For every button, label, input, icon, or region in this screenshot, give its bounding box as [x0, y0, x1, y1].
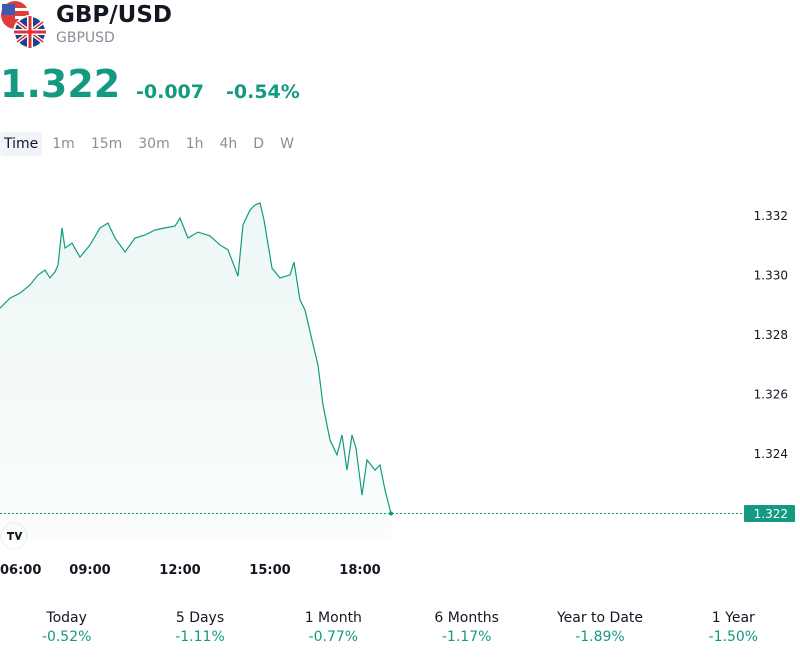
- performance-label: Today: [46, 610, 87, 626]
- performance-value: -1.50%: [708, 629, 759, 645]
- timeframe-button[interactable]: D: [253, 136, 265, 152]
- timeframe-button[interactable]: 1m: [52, 136, 75, 152]
- performance-value: -0.77%: [308, 629, 359, 645]
- performance-item[interactable]: 1 Month -0.77%: [267, 610, 400, 645]
- performance-label: 1 Year: [711, 610, 755, 626]
- performance-value: -1.17%: [441, 629, 492, 645]
- performance-bar: Today -0.52% 5 Days -1.11% 1 Month -0.77% 6 Mo…: [0, 610, 800, 645]
- timeframe-button[interactable]: 30m: [138, 136, 170, 152]
- x-tick-label: 12:00: [159, 563, 200, 578]
- performance-label: 6 Months: [434, 610, 499, 626]
- price-change: -0.007: [136, 81, 204, 103]
- timeframe-button[interactable]: W: [280, 136, 294, 152]
- performance-item[interactable]: Today -0.52%: [0, 610, 133, 645]
- y-tick-label: 1.328: [754, 328, 788, 342]
- timeframe-button[interactable]: 1h: [185, 136, 204, 152]
- price-area: [0, 202, 391, 540]
- performance-label: 5 Days: [175, 610, 225, 626]
- price-change-percent: -0.54%: [226, 81, 300, 103]
- timeframe-bar: Time 1m 15m 30m 1h 4h D W: [0, 132, 300, 156]
- timeframe-button[interactable]: 15m: [90, 136, 123, 152]
- performance-value: -1.11%: [175, 629, 225, 645]
- symbol-code: GBPUSD: [56, 30, 115, 46]
- performance-item[interactable]: 5 Days -1.11%: [133, 610, 266, 645]
- performance-item[interactable]: 1 Year -1.50%: [667, 610, 800, 645]
- y-tick-label: 1.332: [754, 209, 788, 223]
- performance-value: -1.89%: [575, 629, 625, 645]
- last-point: [388, 511, 393, 516]
- x-tick-label: 09:00: [69, 563, 110, 578]
- timeframe-button[interactable]: Time: [0, 132, 43, 156]
- y-tick-label: 1.330: [754, 269, 788, 283]
- performance-value: -0.52%: [41, 629, 92, 645]
- performance-label: Year to Date: [556, 610, 643, 626]
- y-tick-label: 1.324: [754, 447, 788, 461]
- price-line: [0, 202, 392, 514]
- symbol-title: GBP/USD: [56, 2, 172, 28]
- y-tick-label: 1.326: [754, 388, 788, 402]
- x-tick-label: 18:00: [339, 563, 380, 578]
- performance-item[interactable]: 6 Months -1.17%: [400, 610, 533, 645]
- last-price-label: 1.322: [754, 507, 788, 521]
- performance-item[interactable]: Year to Date -1.89%: [533, 610, 666, 645]
- x-tick-label: 15:00: [249, 563, 290, 578]
- price: 1.322: [0, 62, 121, 106]
- x-tick-label: 06:00: [0, 563, 41, 578]
- timeframe-button[interactable]: 4h: [219, 136, 238, 152]
- performance-label: 1 Month: [304, 610, 362, 626]
- last-price-tag: [744, 505, 795, 523]
- chart: 1.324 1.326 1.328 1.330 1.332 06:00 09:00 12:00…: [0, 202, 795, 578]
- currency-flags: [1, 1, 47, 49]
